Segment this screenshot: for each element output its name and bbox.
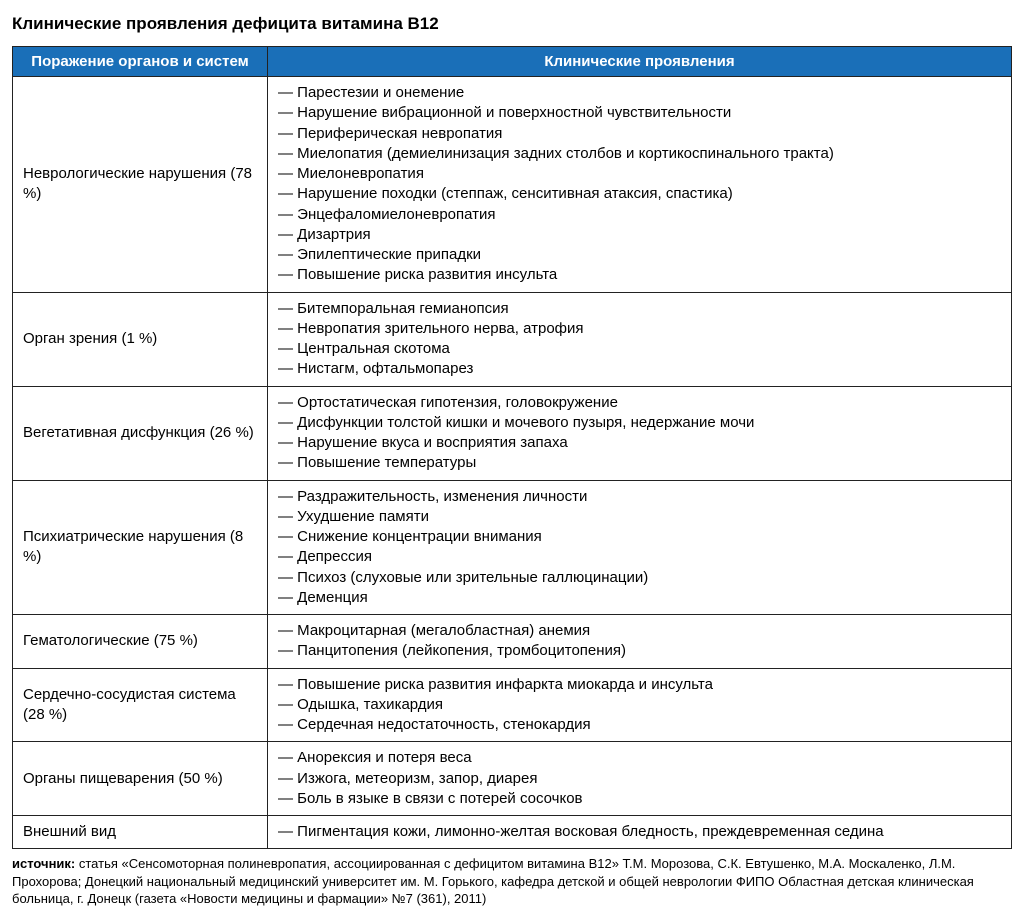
manifestations-cell: — Макроцитарная (мегалобластная) анемия—… <box>268 615 1012 669</box>
manifestation-item: — Дисфункции толстой кишки и мочевого пу… <box>278 413 1001 433</box>
manifestation-item: — Боль в языке в связи с потерей сосочко… <box>278 789 1001 809</box>
col-header-system: Поражение органов и систем <box>13 47 268 77</box>
manifestation-item: — Деменция <box>278 588 1001 608</box>
manifestation-item: — Панцитопения (лейкопения, тромбоцитопе… <box>278 641 1001 661</box>
manifestation-item: — Повышение риска развития инфаркта миок… <box>278 675 1001 695</box>
table-row: Сердечно-сосудистая система (28 %) — Повы… <box>13 668 1012 742</box>
system-cell: Органы пищеварения (50 %) <box>13 742 268 816</box>
table-row: Неврологические нарушения (78 %)— Парест… <box>13 77 1012 293</box>
manifestation-item: — Повышение температуры <box>278 453 1001 473</box>
manifestation-item: — Снижение концентрации внимания <box>278 527 1001 547</box>
system-cell: Орган зрения (1 %) <box>13 292 268 386</box>
source-text: статья «Сенсомоторная полиневропатия, ас… <box>12 856 974 906</box>
system-cell: Неврологические нарушения (78 %) <box>13 77 268 293</box>
page-title: Клинические проявления дефицита витамина… <box>12 14 1012 34</box>
manifestation-item: — Повышение риска развития инсульта <box>278 265 1001 285</box>
source-note: источник: статья «Сенсомоторная полиневр… <box>12 855 1012 908</box>
table-row: Гематологические (75 %)— Макроцитарная (… <box>13 615 1012 669</box>
manifestation-item: — Депрессия <box>278 547 1001 567</box>
manifestation-item: — Нистагм, офтальмопарез <box>278 359 1001 379</box>
manifestation-item: — Одышка, тахикардия <box>278 695 1001 715</box>
table-row: Психиатрические нарушения (8 %)— Раздраж… <box>13 480 1012 615</box>
source-label: источник: <box>12 856 75 871</box>
system-cell: Гематологические (75 %) <box>13 615 268 669</box>
manifestation-item: — Сердечная недостаточность, стенокардия <box>278 715 1001 735</box>
manifestation-item: — Нарушение вкуса и восприятия запаха <box>278 433 1001 453</box>
manifestation-item: — Периферическая невропатия <box>278 124 1001 144</box>
manifestation-item: — Центральная скотома <box>278 339 1001 359</box>
table-row: Внешний вид — Пигментация кожи, лимонно-ж… <box>13 816 1012 849</box>
manifestation-item: — Энцефаломиелоневропатия <box>278 205 1001 225</box>
system-cell: Внешний вид <box>13 816 268 849</box>
manifestations-cell: — Ортостатическая гипотензия, головокруж… <box>268 386 1012 480</box>
manifestations-cell: — Пигментация кожи, лимонно-желтая воско… <box>268 816 1012 849</box>
manifestation-item: — Миелопатия (демиелинизация задних стол… <box>278 144 1001 164</box>
system-cell: Сердечно-сосудистая система (28 %) <box>13 668 268 742</box>
manifestations-cell: — Повышение риска развития инфаркта миок… <box>268 668 1012 742</box>
manifestations-cell: — Раздражительность, изменения личности—… <box>268 480 1012 615</box>
manifestation-item: — Ухудшение памяти <box>278 507 1001 527</box>
manifestations-cell: — Анорексия и потеря веса— Изжога, метео… <box>268 742 1012 816</box>
system-cell: Вегетативная дисфункция (26 %) <box>13 386 268 480</box>
table-row: Вегетативная дисфункция (26 %) — Ортостат… <box>13 386 1012 480</box>
manifestation-item: — Пигментация кожи, лимонно-желтая воско… <box>278 822 1001 842</box>
manifestation-item: — Эпилептические припадки <box>278 245 1001 265</box>
col-header-manifestations: Клинические проявления <box>268 47 1012 77</box>
manifestation-item: — Раздражительность, изменения личности <box>278 487 1001 507</box>
system-cell: Психиатрические нарушения (8 %) <box>13 480 268 615</box>
table-row: Органы пищеварения (50 %)— Анорексия и п… <box>13 742 1012 816</box>
manifestation-item: — Нарушение вибрационной и поверхностной… <box>278 103 1001 123</box>
manifestation-item: — Изжога, метеоризм, запор, диарея <box>278 769 1001 789</box>
manifestation-item: — Битемпоральная гемианопсия <box>278 299 1001 319</box>
manifestation-item: — Анорексия и потеря веса <box>278 748 1001 768</box>
manifestation-item: — Невропатия зрительного нерва, атрофия <box>278 319 1001 339</box>
manifestation-item: — Ортостатическая гипотензия, головокруж… <box>278 393 1001 413</box>
manifestation-item: — Парестезии и онемение <box>278 83 1001 103</box>
table-row: Орган зрения (1 %)— Битемпоральная гемиа… <box>13 292 1012 386</box>
manifestation-item: — Макроцитарная (мегалобластная) анемия <box>278 621 1001 641</box>
clinical-table: Поражение органов и систем Клинические п… <box>12 46 1012 849</box>
manifestations-cell: — Битемпоральная гемианопсия— Невропатия… <box>268 292 1012 386</box>
manifestation-item: — Миелоневропатия <box>278 164 1001 184</box>
manifestations-cell: — Парестезии и онемение— Нарушение вибра… <box>268 77 1012 293</box>
manifestation-item: — Нарушение походки (степпаж, сенситивна… <box>278 184 1001 204</box>
manifestation-item: — Дизартрия <box>278 225 1001 245</box>
manifestation-item: — Психоз (слуховые или зрительные галлюц… <box>278 568 1001 588</box>
